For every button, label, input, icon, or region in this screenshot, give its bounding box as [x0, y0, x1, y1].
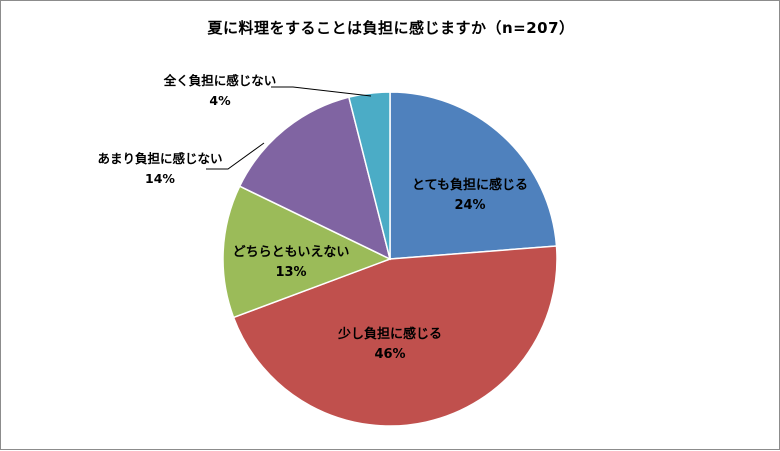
pie-slice [222, 185, 392, 319]
slice-label: とても負担に感じる [412, 177, 528, 193]
slice-percent-label: 14% [145, 171, 175, 186]
pie-slice [238, 96, 392, 261]
pie-slice [232, 245, 558, 427]
slice-percent-label: 46% [374, 347, 405, 362]
slice-percent-label: 13% [275, 265, 306, 280]
chart-title: 夏に料理をすることは負担に感じますか（n=207） [207, 19, 575, 37]
slice-label: 全く負担に感じない [163, 73, 277, 88]
slice-label: どちらともいえない [233, 245, 350, 260]
pie-slice [347, 91, 391, 260]
slice-percent-label: 24% [454, 198, 485, 213]
slice-label: 少し負担に感じる [337, 326, 442, 342]
leader-line [271, 86, 372, 97]
slice-label: あまり負担に感じない [97, 151, 222, 166]
pie-slice [389, 91, 558, 260]
slice-percent-label: 4% [209, 93, 231, 108]
leader-line [206, 142, 265, 170]
